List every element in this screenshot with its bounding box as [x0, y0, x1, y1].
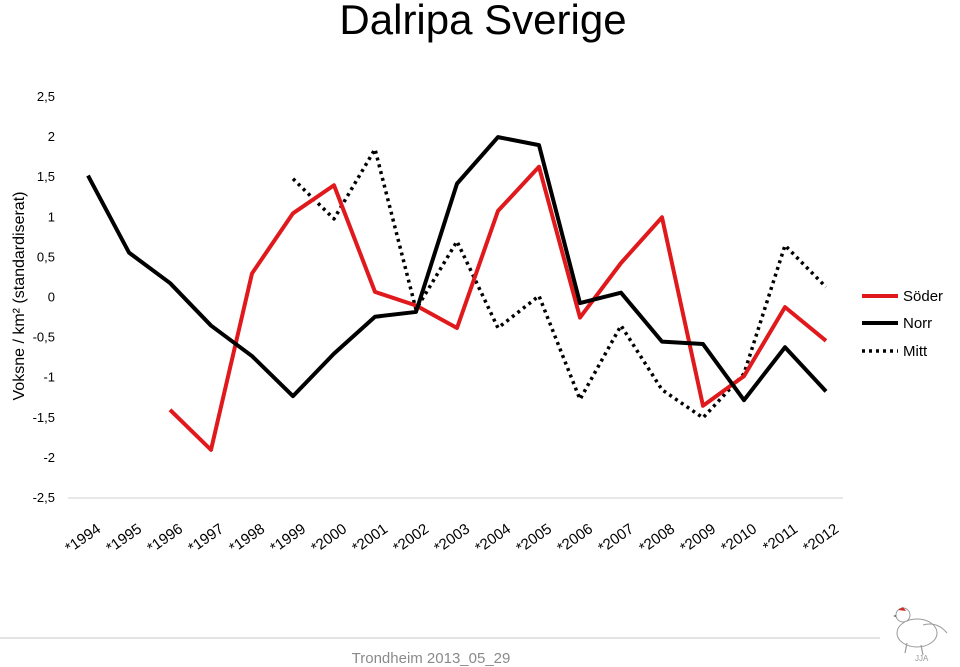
x-tick-label: *1996 — [144, 520, 186, 556]
x-tick-label: *1998 — [226, 520, 268, 556]
chart-title: Dalripa Sverige — [339, 0, 626, 43]
legend-label: Norr — [903, 315, 932, 332]
x-tick-label: *2006 — [554, 520, 596, 556]
y-tick-label: -0,5 — [33, 330, 55, 345]
x-tick-label: *1997 — [185, 520, 227, 556]
x-tick-label: *2000 — [308, 520, 350, 556]
x-tick-label: *1994 — [62, 520, 104, 556]
x-tick-label: *2001 — [349, 520, 391, 556]
y-tick-label: 0,5 — [37, 249, 55, 264]
logo-mark-text: JJA — [915, 654, 929, 663]
x-tick-label: *2004 — [472, 520, 514, 556]
y-tick-label: -1 — [43, 370, 55, 385]
legend: Söder Norr Mitt — [862, 288, 943, 360]
x-tick-label: *1999 — [267, 520, 309, 556]
x-tick-labels: *1994 *1995 *1996 *1997 *1998 *1999 *2000 *2001… — [62, 520, 842, 556]
ptarmigan-bird-logo: JJA — [893, 607, 948, 663]
y-tick-label: -1,5 — [33, 410, 55, 425]
x-tick-label: *2002 — [390, 520, 432, 556]
x-tick-label: *2009 — [677, 520, 719, 556]
x-tick-label: *2003 — [431, 520, 473, 556]
y-tick-label: -2 — [43, 450, 55, 465]
y-tick-label: 2 — [48, 129, 55, 144]
x-tick-label: *2011 — [760, 520, 801, 556]
legend-label: Söder — [903, 288, 943, 305]
y-tick-labels: 2,5 2 1,5 1 0,5 0 -0,5 -1 -1,5 -2 -2,5 — [33, 89, 55, 505]
y-tick-label: -2,5 — [33, 490, 55, 505]
x-tick-label: *2012 — [800, 520, 842, 556]
x-tick-label: *1995 — [103, 520, 145, 556]
x-tick-label: *2008 — [636, 520, 678, 556]
y-tick-label: 1,5 — [37, 169, 55, 184]
series-lines — [86, 135, 828, 452]
footer-text: Trondheim 2013_05_29 — [352, 650, 511, 667]
legend-label: Mitt — [903, 343, 928, 360]
x-tick-label: *2010 — [718, 520, 760, 556]
x-tick-label: *2007 — [595, 520, 637, 556]
series-line-soder — [168, 164, 828, 452]
x-tick-label: *2005 — [513, 520, 555, 556]
y-tick-label: 2,5 — [37, 89, 55, 104]
series-line-norr — [86, 135, 828, 403]
y-tick-label: 1 — [48, 209, 55, 224]
y-axis-label: Voksne / km² (standardiserat) — [11, 192, 28, 401]
y-tick-label: 0 — [48, 290, 55, 305]
